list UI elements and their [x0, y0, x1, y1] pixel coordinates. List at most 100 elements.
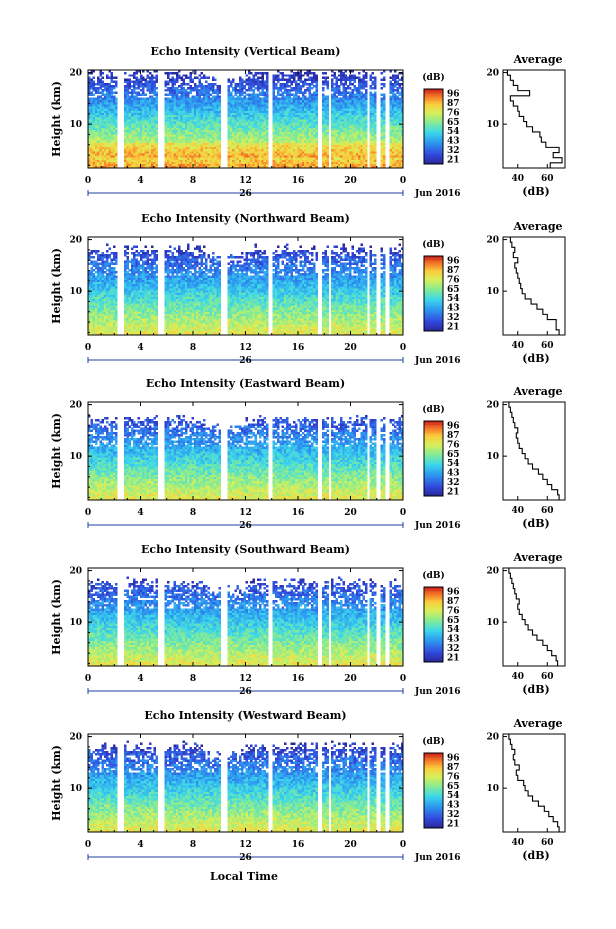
- heatmap-cell: [302, 162, 305, 164]
- heatmap-cell: [392, 128, 395, 130]
- heatmap-cell: [171, 98, 174, 100]
- heatmap-cell: [239, 134, 242, 136]
- heatmap-cell: [331, 108, 334, 110]
- heatmap-cell: [345, 87, 348, 89]
- heatmap-cell: [261, 98, 264, 100]
- heatmap-cell: [165, 89, 168, 91]
- heatmap-cell: [196, 113, 199, 115]
- heatmap-cell: [243, 136, 246, 138]
- heatmap-cell: [142, 106, 145, 108]
- heatmap-cell: [248, 110, 251, 112]
- heatmap-cell: [142, 149, 145, 151]
- heatmap-cell: [291, 93, 294, 95]
- heatmap-cell: [356, 91, 359, 93]
- heatmap-cell: [338, 162, 341, 164]
- heatmap-cell: [167, 132, 170, 134]
- heatmap-cell: [255, 96, 258, 98]
- heatmap-cell: [210, 85, 213, 87]
- heatmap-cell: [228, 93, 231, 95]
- heatmap-cell: [129, 117, 132, 119]
- heatmap-cell: [365, 117, 368, 119]
- heatmap-cell: [288, 119, 291, 121]
- heatmap-cell: [239, 91, 242, 93]
- heatmap-cell: [295, 142, 298, 144]
- heatmap-cell: [266, 96, 269, 98]
- heatmap-cell: [288, 153, 291, 155]
- heatmap-cell: [189, 87, 192, 89]
- heatmap-cell: [196, 76, 199, 78]
- heatmap-cell: [248, 123, 251, 125]
- heatmap-cell: [246, 121, 249, 123]
- heatmap-cell: [214, 96, 217, 98]
- heatmap-cell: [185, 98, 188, 100]
- heatmap-cell: [93, 128, 96, 130]
- heatmap-cell: [300, 87, 303, 89]
- heatmap-cell: [295, 89, 298, 91]
- heatmap-cell: [185, 155, 188, 157]
- heatmap-cell: [165, 72, 168, 74]
- heatmap-cell: [140, 100, 143, 102]
- heatmap-cell: [279, 130, 282, 132]
- heatmap-cell: [95, 136, 98, 138]
- heatmap-cell: [183, 159, 186, 161]
- heatmap-cell: [216, 140, 219, 142]
- heatmap-cell: [219, 123, 222, 125]
- heatmap-cell: [169, 102, 172, 104]
- heatmap-cell: [264, 159, 267, 161]
- heatmap-cell: [192, 140, 195, 142]
- heatmap-cell: [259, 117, 262, 119]
- heatmap-cell: [183, 123, 186, 125]
- heatmap-cell: [336, 87, 339, 89]
- heatmap-cell: [338, 113, 341, 115]
- heatmap-cell: [149, 115, 152, 117]
- heatmap-cell: [104, 104, 107, 106]
- heatmap-cell: [336, 153, 339, 155]
- heatmap-cell: [313, 142, 316, 144]
- heatmap-cell: [277, 138, 280, 140]
- heatmap-cell: [259, 145, 262, 147]
- heatmap-cell: [228, 100, 231, 102]
- heatmap-cell: [311, 79, 314, 81]
- heatmap-cell: [396, 117, 399, 119]
- heatmap-cell: [133, 121, 136, 123]
- heatmap-cell: [293, 89, 296, 91]
- heatmap-cell: [142, 145, 145, 147]
- heatmap-cell: [108, 149, 111, 151]
- heatmap-cell: [275, 159, 278, 161]
- heatmap-cell: [248, 119, 251, 121]
- heatmap-cell: [243, 102, 246, 104]
- heatmap-cell: [99, 113, 102, 115]
- heatmap-cell: [333, 102, 336, 104]
- heatmap-cell: [133, 106, 136, 108]
- heatmap-cell: [99, 130, 102, 132]
- heatmap-cell: [255, 72, 258, 74]
- heatmap-cell: [297, 113, 300, 115]
- heatmap-cell: [214, 157, 217, 159]
- heatmap-cell: [333, 117, 336, 119]
- heatmap-cell: [399, 91, 402, 93]
- heatmap-cell: [237, 140, 240, 142]
- heatmap-cell: [282, 96, 285, 98]
- heatmap-cell: [108, 102, 111, 104]
- heatmap-cell: [192, 89, 195, 91]
- heatmap-cell: [358, 149, 361, 151]
- heatmap-cell: [180, 136, 183, 138]
- heatmap-cell: [113, 151, 116, 153]
- heatmap-cell: [90, 91, 93, 93]
- heatmap-cell: [124, 125, 127, 127]
- heatmap-cell: [374, 151, 377, 153]
- heatmap-cell: [129, 79, 132, 81]
- heatmap-cell: [243, 147, 246, 149]
- heatmap-cell: [345, 157, 348, 159]
- heatmap-cell: [327, 100, 330, 102]
- heatmap-cell: [131, 98, 134, 100]
- heatmap-cell: [97, 106, 100, 108]
- heatmap-cell: [273, 123, 276, 125]
- heatmap-cell: [277, 145, 280, 147]
- heatmap-cell: [142, 130, 145, 132]
- heatmap-cell: [201, 119, 204, 121]
- heatmap-cell: [295, 149, 298, 151]
- heatmap-cell: [286, 106, 289, 108]
- heatmap-cell: [297, 91, 300, 93]
- heatmap-cell: [124, 119, 127, 121]
